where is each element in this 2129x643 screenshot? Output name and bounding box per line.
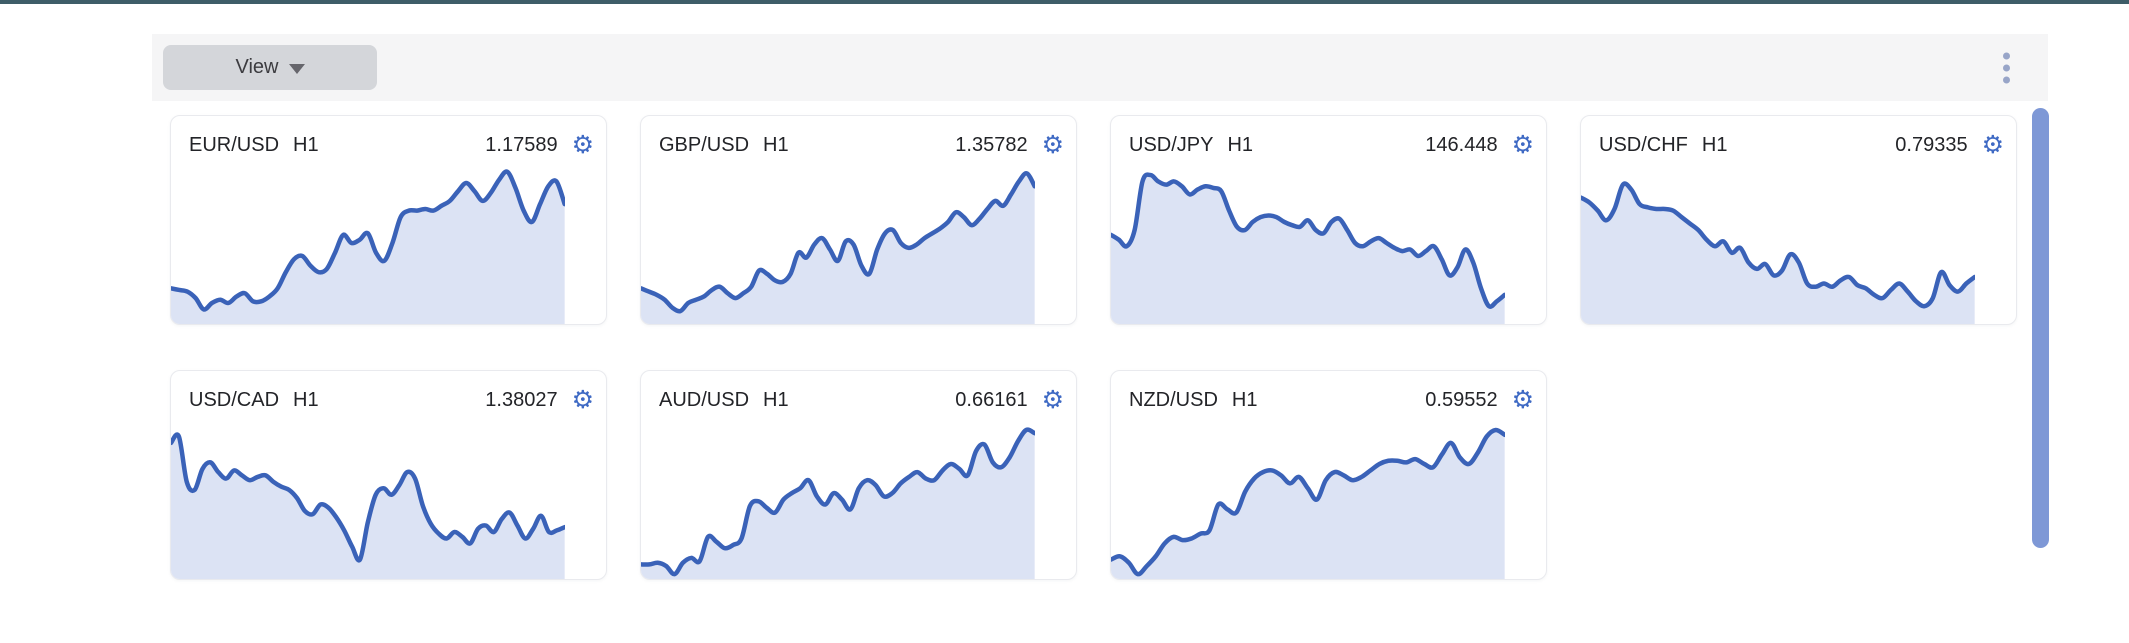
symbol-label: USD/CAD (189, 388, 280, 411)
price-value: 0.59552 (1425, 388, 1498, 411)
sparkline-chart (1581, 162, 2016, 324)
card-audusd[interactable]: AUD/USD H1 0.66161 ⚙ (640, 370, 1077, 580)
gear-icon[interactable]: ⚙ (1511, 385, 1534, 414)
price-value: 0.79335 (1895, 133, 1968, 156)
gear-icon[interactable]: ⚙ (1041, 130, 1064, 159)
sparkline-chart (641, 417, 1076, 579)
sparkline-chart (1111, 162, 1546, 324)
vertical-scrollbar-thumb[interactable] (2032, 108, 2049, 548)
card-usdcad[interactable]: USD/CAD H1 1.38027 ⚙ (170, 370, 607, 580)
timeframe-label: H1 (1231, 388, 1258, 411)
timeframe-label: H1 (763, 388, 789, 411)
symbol-label: NZD/USD (1129, 388, 1218, 411)
gear-icon[interactable]: ⚙ (1511, 130, 1534, 159)
timeframe-label: H1 (1701, 133, 1728, 156)
card-header: USD/CHF H1 0.79335 ⚙ (1581, 116, 2016, 162)
top-accent-bar (0, 0, 2129, 4)
card-header: EUR/USD H1 1.17589 ⚙ (171, 116, 606, 162)
toolbar: View (152, 34, 2048, 101)
gear-icon[interactable]: ⚙ (1041, 385, 1064, 414)
price-value: 1.38027 (485, 388, 558, 411)
sparkline-chart (1111, 417, 1546, 579)
kebab-menu-icon (2003, 52, 2010, 59)
gear-icon[interactable]: ⚙ (571, 130, 594, 159)
symbol-label: EUR/USD (189, 133, 280, 156)
gear-icon[interactable]: ⚙ (1981, 130, 2004, 159)
card-gbpusd[interactable]: GBP/USD H1 1.35782 ⚙ (640, 115, 1077, 325)
gear-icon[interactable]: ⚙ (571, 385, 594, 414)
timeframe-label: H1 (293, 133, 319, 156)
timeframe-label: H1 (763, 133, 789, 156)
view-dropdown-button[interactable]: View (163, 45, 377, 90)
card-usdjpy[interactable]: USD/JPY H1 146.448 ⚙ (1110, 115, 1547, 325)
price-value: 146.448 (1425, 133, 1498, 156)
card-eurusd[interactable]: EUR/USD H1 1.17589 ⚙ (170, 115, 607, 325)
chevron-down-icon (288, 64, 305, 74)
symbol-label: USD/CHF (1599, 133, 1688, 156)
timeframe-label: H1 (293, 388, 319, 411)
timeframe-label: H1 (1227, 133, 1254, 156)
sparkline-chart (171, 162, 606, 324)
sparkline-chart (171, 417, 606, 579)
card-header: NZD/USD H1 0.59552 ⚙ (1111, 371, 1546, 417)
price-value: 1.35782 (955, 133, 1028, 156)
card-header: AUD/USD H1 0.66161 ⚙ (641, 371, 1076, 417)
card-nzdusd[interactable]: NZD/USD H1 0.59552 ⚙ (1110, 370, 1547, 580)
card-header: USD/JPY H1 146.448 ⚙ (1111, 116, 1546, 162)
symbol-label: GBP/USD (659, 133, 750, 156)
price-value: 1.17589 (485, 133, 558, 156)
more-options-button[interactable] (1999, 48, 2014, 87)
symbol-label: USD/JPY (1129, 133, 1214, 156)
card-usdchf[interactable]: USD/CHF H1 0.79335 ⚙ (1580, 115, 2017, 325)
price-value: 0.66161 (955, 388, 1028, 411)
symbol-label: AUD/USD (659, 388, 750, 411)
view-button-label: View (235, 56, 279, 78)
sparkline-chart (641, 162, 1076, 324)
card-header: GBP/USD H1 1.35782 ⚙ (641, 116, 1076, 162)
card-header: USD/CAD H1 1.38027 ⚙ (171, 371, 606, 417)
